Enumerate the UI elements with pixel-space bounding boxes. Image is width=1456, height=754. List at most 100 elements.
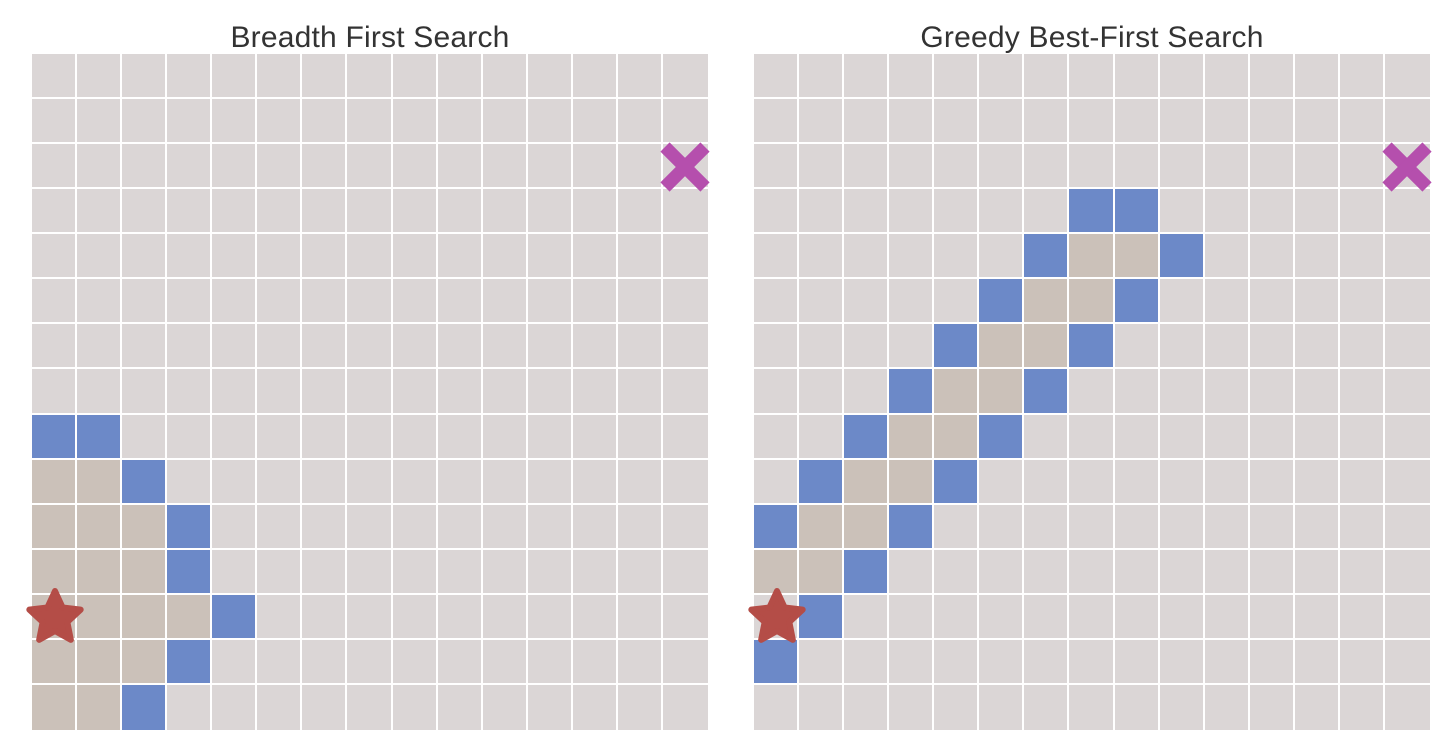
grid-cell-empty	[1024, 414, 1070, 460]
grid-cell-empty	[257, 459, 303, 505]
grid-cell-empty	[482, 459, 528, 505]
grid-cell-empty	[347, 504, 393, 550]
grid-cell-empty	[1159, 594, 1205, 640]
grid-cell-empty	[77, 279, 123, 325]
grid-cell-explored	[77, 594, 123, 640]
grid-cell-empty	[1384, 99, 1430, 145]
grid-cell-empty	[1114, 504, 1160, 550]
grid-cell-empty	[1294, 369, 1340, 415]
grid-cell-empty	[167, 684, 213, 730]
grid-cell-empty	[1204, 369, 1250, 415]
grid-cell-explored	[122, 504, 168, 550]
grid-cell-empty	[617, 504, 663, 550]
grid-cell-empty	[347, 144, 393, 190]
grid-cell-empty	[1204, 459, 1250, 505]
grid-cell-empty	[934, 189, 980, 235]
grid-cell-empty	[167, 369, 213, 415]
grid-cell-frontier	[122, 459, 168, 505]
grid-cell-empty	[934, 684, 980, 730]
grid-cell-empty	[437, 54, 483, 100]
grid-cell-empty	[77, 324, 123, 370]
grid-cell-empty	[212, 369, 258, 415]
grid-cell-empty	[1294, 639, 1340, 685]
grid-cell-empty	[167, 189, 213, 235]
grid-cell-empty	[844, 639, 890, 685]
grid-cell-empty	[572, 504, 618, 550]
grid-cell-empty	[889, 144, 935, 190]
grid-cell-explored	[934, 414, 980, 460]
grid-cell-empty	[799, 639, 845, 685]
grid-cell-empty	[934, 99, 980, 145]
grid-cell-frontier	[77, 414, 123, 460]
grid-cell-empty	[257, 504, 303, 550]
grid-cell-empty	[572, 414, 618, 460]
grid-cell-empty	[799, 189, 845, 235]
grid-cell-empty	[844, 594, 890, 640]
grid-cell-empty	[437, 594, 483, 640]
grid-cell-empty	[617, 639, 663, 685]
grid-cell-explored	[1114, 234, 1160, 280]
grid-cell-empty	[1069, 414, 1115, 460]
grid-cell-empty	[979, 549, 1025, 595]
grid-cell-empty	[1069, 639, 1115, 685]
grid-cell-empty	[167, 234, 213, 280]
grid-cell-empty	[934, 504, 980, 550]
grid-cell-empty	[979, 594, 1025, 640]
grid-cell-explored	[889, 414, 935, 460]
grid-cell-explored	[1069, 234, 1115, 280]
grid-cell-empty	[32, 54, 78, 100]
grid-cell-empty	[1249, 639, 1295, 685]
grid-cell-empty	[437, 414, 483, 460]
grid-cell-empty	[482, 369, 528, 415]
grid-cell-empty	[617, 369, 663, 415]
grid-cell-empty	[167, 324, 213, 370]
grid-cell-empty	[1339, 324, 1385, 370]
grid-cell-empty	[167, 99, 213, 145]
grid-cell-empty	[437, 369, 483, 415]
grid-cell-empty	[212, 549, 258, 595]
grid-cell-empty	[1069, 54, 1115, 100]
grid-cell-empty	[32, 279, 78, 325]
grid-cell-empty	[889, 684, 935, 730]
grid-cell-empty	[347, 279, 393, 325]
grid-cell-empty	[347, 234, 393, 280]
grid-cell-empty	[1384, 549, 1430, 595]
grid-cell-empty	[1294, 54, 1340, 100]
grid-cell-empty	[1114, 549, 1160, 595]
grid-cell-empty	[482, 684, 528, 730]
grid-cell-empty	[754, 144, 800, 190]
grid-cell-frontier	[1069, 324, 1115, 370]
grid-cell-empty	[527, 504, 573, 550]
grid-cell-empty	[662, 414, 708, 460]
grid-cell-empty	[889, 189, 935, 235]
grid-cell-empty	[1384, 459, 1430, 505]
grid-cell-empty	[662, 549, 708, 595]
grid-cell-empty	[1249, 324, 1295, 370]
grid-cell-empty	[1069, 594, 1115, 640]
grid-cell-empty	[1249, 504, 1295, 550]
grid-cell-empty	[347, 324, 393, 370]
grid-cell-empty	[302, 504, 348, 550]
grid-cell-empty	[1339, 594, 1385, 640]
grid-cell-empty	[1384, 279, 1430, 325]
grid-cell-empty	[754, 189, 800, 235]
grid-cell-empty	[1159, 504, 1205, 550]
grid-cell-empty	[572, 54, 618, 100]
grid-cell-empty	[347, 684, 393, 730]
grid-cell-empty	[662, 504, 708, 550]
grid-cell-empty	[572, 459, 618, 505]
grid-cell-empty	[1114, 459, 1160, 505]
grid-cell-explored	[1024, 324, 1070, 370]
grid-cell-empty	[167, 279, 213, 325]
grid-cell-empty	[392, 279, 438, 325]
grid-cell-empty	[437, 639, 483, 685]
grid-cell-empty	[347, 189, 393, 235]
grid-cell-empty	[122, 54, 168, 100]
grid-cell-empty	[889, 594, 935, 640]
grid-cell-empty	[572, 189, 618, 235]
grid-cell-empty	[437, 234, 483, 280]
grid-cell-explored	[844, 504, 890, 550]
grid-cell-empty	[572, 369, 618, 415]
grid-cell-frontier	[799, 594, 845, 640]
grid-cell-empty	[889, 639, 935, 685]
